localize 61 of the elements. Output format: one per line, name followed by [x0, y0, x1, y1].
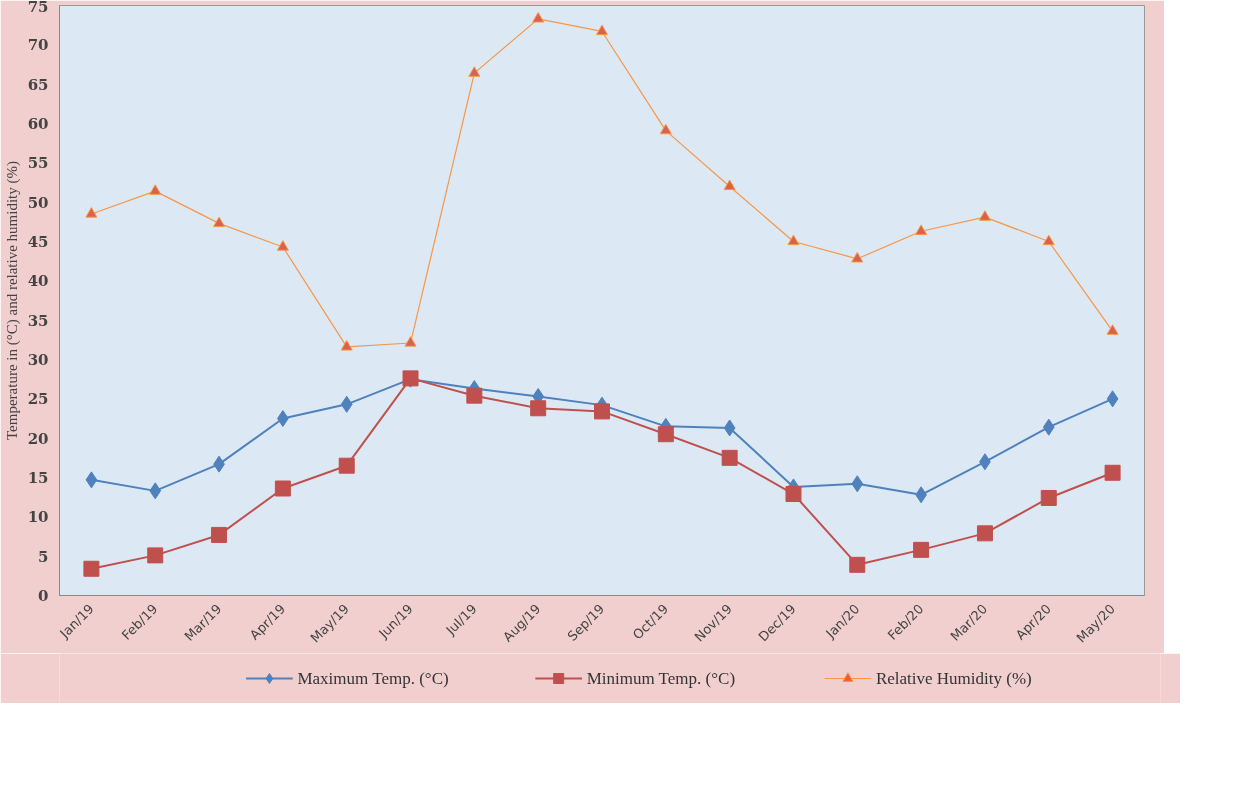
point: [723, 179, 736, 191]
point: [1104, 464, 1121, 481]
point: [211, 526, 228, 543]
point: [277, 410, 289, 427]
point: [978, 210, 991, 221]
point: [276, 240, 289, 251]
y-tick-label: 75: [27, 0, 49, 16]
point: [785, 486, 802, 503]
legend-label: Maximum Temp. (°C): [297, 669, 449, 688]
point: [340, 395, 353, 413]
point: [851, 475, 864, 493]
point: [787, 234, 800, 246]
y-tick-label: 25: [27, 390, 49, 409]
y-tick-label: 30: [27, 351, 49, 369]
point: [340, 340, 353, 351]
y-tick-label: 60: [27, 115, 49, 133]
point: [404, 336, 417, 347]
point: [659, 123, 672, 135]
y-tick-label: 5: [38, 547, 49, 566]
point: [532, 12, 545, 23]
point: [85, 471, 98, 489]
legend-label: Minimum Temp. (°C): [586, 669, 736, 688]
point: [1042, 418, 1055, 436]
point: [147, 547, 164, 564]
point: [1106, 324, 1119, 335]
y-tick-label: 65: [27, 75, 49, 94]
point: [466, 387, 483, 404]
point: [976, 525, 993, 542]
point: [721, 449, 738, 466]
point: [468, 66, 481, 77]
point: [530, 400, 547, 417]
point: [213, 216, 226, 228]
y-tick-label: 45: [27, 233, 49, 251]
point: [723, 419, 736, 437]
point: [594, 403, 610, 420]
point: [83, 560, 100, 577]
point: [915, 224, 928, 235]
point: [851, 251, 864, 263]
legend-label: Relative Humidity (%): [875, 669, 1032, 688]
y-tick-label: 50: [27, 193, 49, 212]
point: [596, 24, 608, 36]
point: [149, 482, 162, 500]
y-tick-label: 40: [27, 272, 49, 291]
y-tick-label: 0: [38, 587, 49, 605]
point: [657, 426, 674, 443]
point: [1042, 234, 1055, 246]
y-tick-label: 35: [27, 311, 49, 330]
y-tick-label: 70: [27, 36, 49, 55]
point: [1040, 489, 1057, 506]
point: [274, 480, 291, 497]
y-tick-label: 20: [27, 429, 49, 448]
point: [149, 184, 162, 195]
y-axis-title: Temperature in (°C) and relative humidity (%): [3, 160, 21, 441]
y-tick-label: 10: [27, 508, 49, 527]
point: [913, 541, 930, 558]
point: [85, 207, 98, 218]
y-tick-label: 15: [27, 469, 49, 487]
point: [849, 556, 866, 573]
y-tick-label: 55: [27, 154, 49, 173]
point: [1106, 390, 1119, 408]
point: [338, 457, 355, 474]
